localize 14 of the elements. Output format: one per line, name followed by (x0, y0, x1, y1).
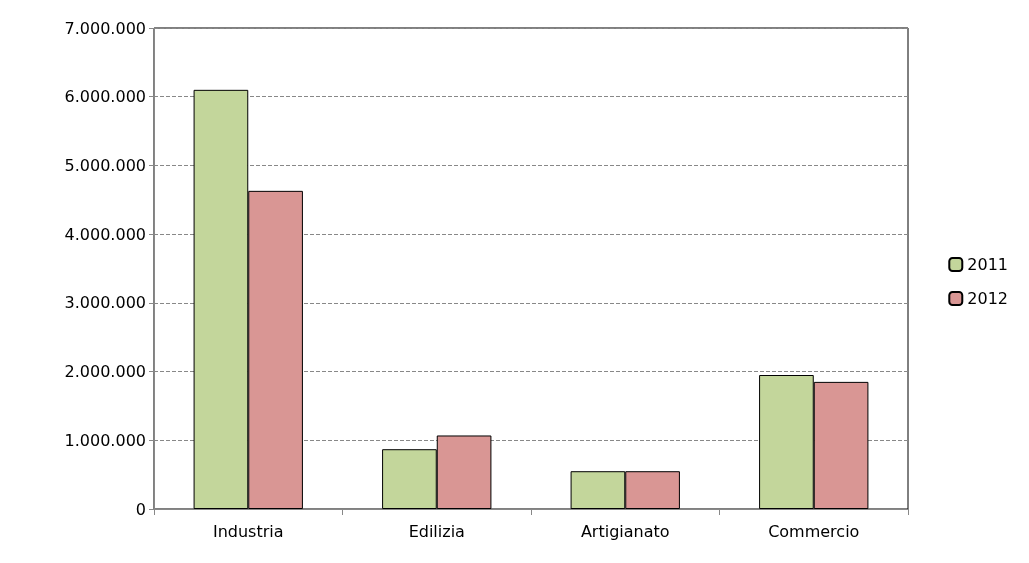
x-tick-label: Artigianato (580, 521, 670, 541)
y-tick-label: 7.000.000 (64, 18, 146, 38)
y-tick-label: 1.000.000 (64, 430, 146, 450)
y-tick-label: 5.000.000 (64, 155, 146, 175)
x-tick-label: Commercio (768, 521, 860, 541)
x-tick-label: Industria (212, 521, 284, 541)
legend-label: 2012 (967, 289, 1008, 308)
x-tick-label: Edilizia (408, 521, 465, 541)
legend-label: 2011 (967, 255, 1008, 274)
y-tick-label: 3.000.000 (64, 293, 146, 313)
y-tick-label: 4.000.000 (64, 224, 146, 244)
y-tick-label: 2.000.000 (64, 362, 146, 382)
y-tick-label: 0 (135, 499, 146, 519)
y-tick-label: 6.000.000 (64, 87, 146, 107)
